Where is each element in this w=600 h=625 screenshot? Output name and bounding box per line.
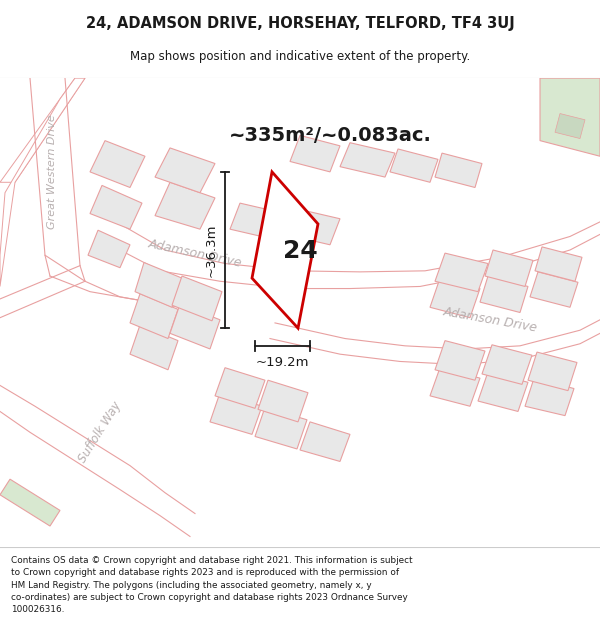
Polygon shape [88, 230, 130, 268]
Polygon shape [210, 392, 262, 434]
Polygon shape [482, 345, 532, 384]
Text: ~335m²/~0.083ac.: ~335m²/~0.083ac. [229, 126, 431, 145]
Text: Adamson Drive: Adamson Drive [147, 237, 243, 269]
Polygon shape [540, 78, 600, 156]
Polygon shape [0, 78, 85, 182]
Polygon shape [135, 262, 182, 308]
Polygon shape [290, 136, 340, 172]
Text: 24: 24 [283, 239, 317, 262]
Text: ~36.3m: ~36.3m [205, 223, 218, 277]
Text: Map shows position and indicative extent of the property.: Map shows position and indicative extent… [130, 50, 470, 62]
Polygon shape [528, 352, 577, 391]
Polygon shape [130, 294, 178, 339]
Polygon shape [172, 276, 222, 321]
Text: Great Western Drive: Great Western Drive [47, 114, 57, 229]
Polygon shape [478, 372, 528, 411]
Polygon shape [258, 380, 308, 422]
Polygon shape [215, 368, 265, 408]
Text: Suffolk Way: Suffolk Way [76, 399, 124, 465]
Polygon shape [430, 368, 480, 406]
Polygon shape [435, 153, 482, 188]
Polygon shape [255, 408, 307, 449]
Polygon shape [525, 378, 574, 416]
Polygon shape [0, 78, 85, 286]
Polygon shape [170, 304, 220, 349]
Polygon shape [300, 422, 350, 461]
Text: Adamson Drive: Adamson Drive [442, 305, 538, 334]
Polygon shape [430, 278, 480, 318]
Polygon shape [480, 276, 528, 312]
Polygon shape [435, 253, 488, 292]
Text: Contains OS data © Crown copyright and database right 2021. This information is : Contains OS data © Crown copyright and d… [11, 556, 412, 614]
Polygon shape [555, 114, 585, 139]
Polygon shape [155, 182, 215, 229]
Polygon shape [230, 203, 285, 239]
Polygon shape [530, 272, 578, 308]
Polygon shape [0, 479, 60, 526]
Text: 24, ADAMSON DRIVE, HORSEHAY, TELFORD, TF4 3UJ: 24, ADAMSON DRIVE, HORSEHAY, TELFORD, TF… [86, 16, 514, 31]
Polygon shape [90, 141, 145, 188]
Polygon shape [340, 142, 395, 177]
Text: ~19.2m: ~19.2m [256, 356, 309, 369]
Polygon shape [535, 247, 582, 281]
Polygon shape [130, 325, 178, 370]
Polygon shape [90, 186, 142, 229]
Polygon shape [252, 172, 318, 328]
Polygon shape [390, 149, 438, 182]
Polygon shape [285, 208, 340, 245]
Polygon shape [155, 148, 215, 192]
Polygon shape [485, 250, 533, 286]
Polygon shape [435, 341, 485, 380]
